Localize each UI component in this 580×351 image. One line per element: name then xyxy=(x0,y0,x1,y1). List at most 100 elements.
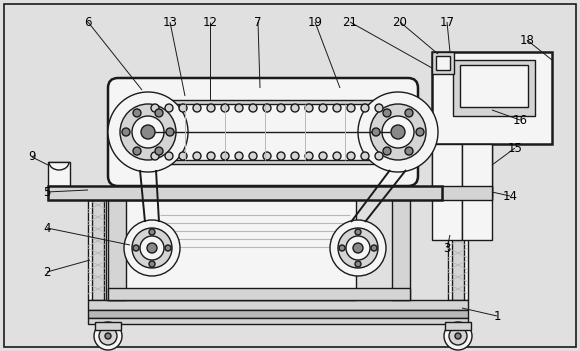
Circle shape xyxy=(108,92,188,172)
Bar xyxy=(460,65,528,107)
Circle shape xyxy=(291,152,299,160)
Circle shape xyxy=(221,104,229,112)
Bar xyxy=(88,318,468,324)
Circle shape xyxy=(370,104,426,160)
Text: 4: 4 xyxy=(44,221,51,234)
Circle shape xyxy=(94,322,122,350)
Circle shape xyxy=(263,104,271,112)
Circle shape xyxy=(249,152,257,160)
Text: 3: 3 xyxy=(443,241,451,254)
Bar xyxy=(108,200,126,300)
Circle shape xyxy=(151,104,159,112)
Text: 2: 2 xyxy=(44,265,51,278)
Circle shape xyxy=(361,104,369,112)
Circle shape xyxy=(133,245,139,251)
Text: 7: 7 xyxy=(254,15,262,28)
Circle shape xyxy=(444,322,472,350)
Circle shape xyxy=(375,152,383,160)
Text: 14: 14 xyxy=(502,190,517,203)
Circle shape xyxy=(147,243,157,253)
Bar xyxy=(432,144,462,240)
Bar xyxy=(432,52,552,144)
Circle shape xyxy=(346,236,370,260)
Circle shape xyxy=(305,152,313,160)
FancyBboxPatch shape xyxy=(108,78,418,186)
Text: 17: 17 xyxy=(440,15,455,28)
Circle shape xyxy=(371,245,377,251)
Circle shape xyxy=(133,109,141,117)
Circle shape xyxy=(235,152,243,160)
Circle shape xyxy=(358,92,438,172)
Bar xyxy=(92,200,104,300)
Circle shape xyxy=(263,152,271,160)
Text: 9: 9 xyxy=(28,151,36,164)
Text: 21: 21 xyxy=(343,15,357,28)
Circle shape xyxy=(132,228,172,268)
Circle shape xyxy=(353,243,363,253)
Circle shape xyxy=(455,333,461,339)
Circle shape xyxy=(277,152,285,160)
Circle shape xyxy=(235,104,243,112)
Circle shape xyxy=(207,104,215,112)
Bar xyxy=(432,52,454,74)
Bar xyxy=(48,162,70,186)
Circle shape xyxy=(133,147,141,155)
Circle shape xyxy=(193,152,201,160)
Circle shape xyxy=(347,152,355,160)
Bar xyxy=(144,104,390,160)
Bar xyxy=(392,200,410,300)
Circle shape xyxy=(449,327,467,345)
Circle shape xyxy=(149,261,155,267)
Circle shape xyxy=(249,104,257,112)
Circle shape xyxy=(338,228,378,268)
Circle shape xyxy=(330,220,386,276)
Bar xyxy=(448,200,468,300)
Bar xyxy=(88,300,468,310)
Circle shape xyxy=(355,261,361,267)
Text: 13: 13 xyxy=(162,15,177,28)
Text: 1: 1 xyxy=(493,310,501,323)
Circle shape xyxy=(165,104,173,112)
Circle shape xyxy=(333,152,341,160)
Circle shape xyxy=(151,152,159,160)
Text: 12: 12 xyxy=(202,15,218,28)
Bar xyxy=(138,100,396,164)
Bar xyxy=(436,56,450,70)
Circle shape xyxy=(391,125,405,139)
Bar xyxy=(106,200,356,300)
Circle shape xyxy=(141,125,155,139)
Circle shape xyxy=(179,152,187,160)
Circle shape xyxy=(355,229,361,235)
Text: 18: 18 xyxy=(520,33,534,46)
Circle shape xyxy=(155,109,163,117)
Circle shape xyxy=(333,104,341,112)
Circle shape xyxy=(99,327,117,345)
Circle shape xyxy=(221,152,229,160)
Circle shape xyxy=(305,104,313,112)
Circle shape xyxy=(277,104,285,112)
Circle shape xyxy=(165,245,171,251)
Text: 15: 15 xyxy=(508,141,523,154)
Circle shape xyxy=(382,116,414,148)
Bar xyxy=(108,288,410,300)
Circle shape xyxy=(319,152,327,160)
Text: 6: 6 xyxy=(84,15,92,28)
Circle shape xyxy=(207,152,215,160)
Bar xyxy=(432,144,492,196)
Bar xyxy=(48,186,442,200)
Circle shape xyxy=(120,104,176,160)
Circle shape xyxy=(339,245,345,251)
Text: 20: 20 xyxy=(393,15,407,28)
Bar xyxy=(453,60,535,116)
Circle shape xyxy=(291,104,299,112)
Circle shape xyxy=(122,128,130,136)
Text: 19: 19 xyxy=(307,15,322,28)
Circle shape xyxy=(319,104,327,112)
Circle shape xyxy=(375,104,383,112)
Text: 16: 16 xyxy=(513,113,527,126)
Circle shape xyxy=(149,229,155,235)
Text: 5: 5 xyxy=(44,185,50,199)
Circle shape xyxy=(361,152,369,160)
Bar xyxy=(462,144,492,240)
Bar xyxy=(88,310,468,318)
